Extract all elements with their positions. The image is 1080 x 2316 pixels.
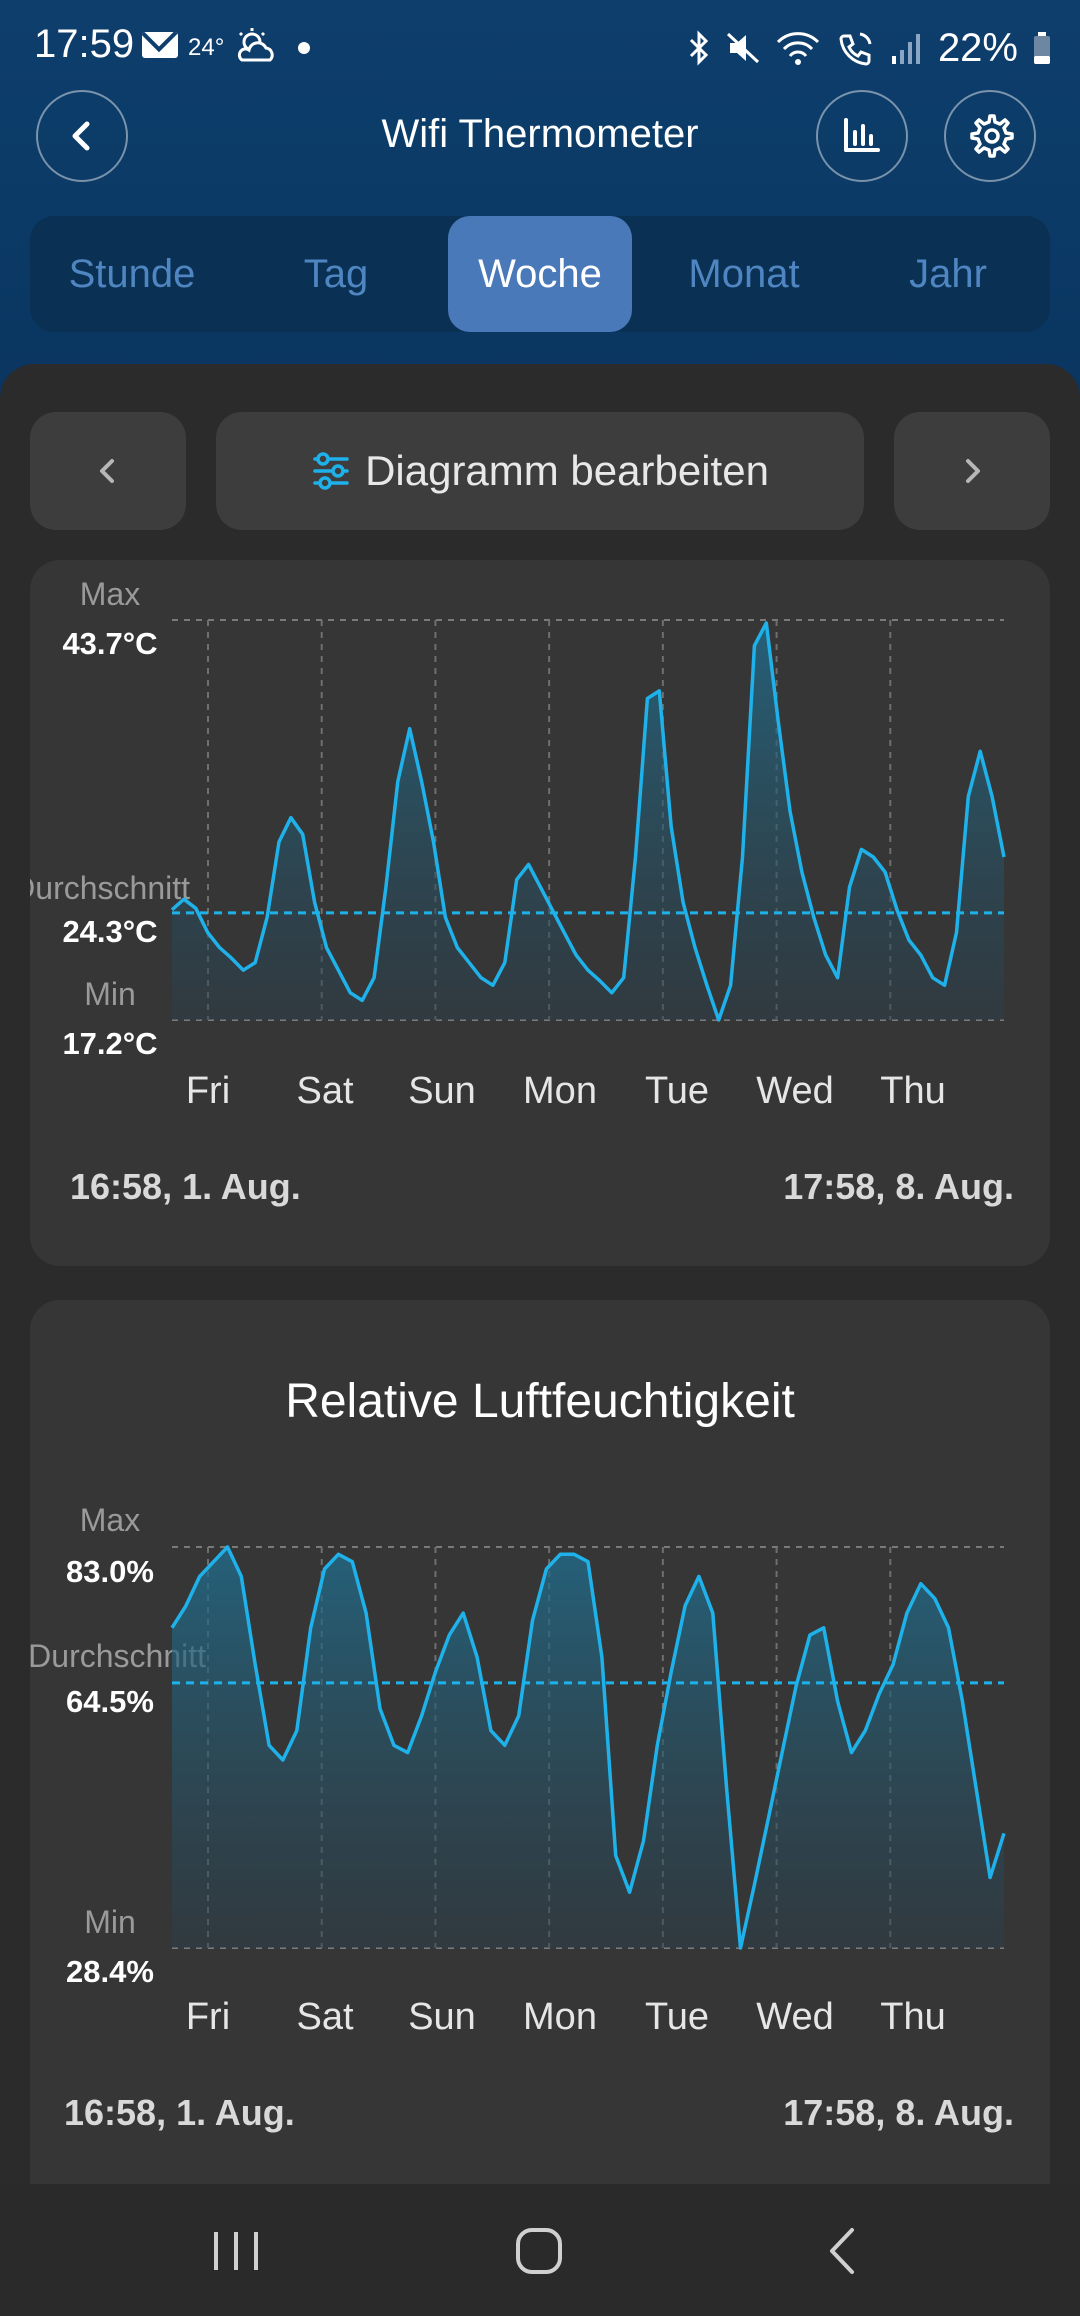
temp-max-label: Max (79, 576, 141, 612)
home-icon[interactable] (514, 2226, 564, 2276)
previous-week-button[interactable] (30, 412, 186, 530)
hum-x-tick-wed: Wed (756, 1996, 834, 2038)
system-navigation-bar (0, 2184, 1080, 2316)
signal-icon (891, 34, 920, 64)
hum-avg-label: Durchschnitt (30, 1638, 206, 1674)
wifi-call-icon (839, 32, 872, 66)
hum-x-tick-sun: Sun (408, 1996, 476, 2038)
header-background (0, 0, 1080, 400)
temp-x-tick-wed: Wed (756, 1070, 834, 1112)
tab-stunde[interactable]: Stunde (68, 251, 196, 296)
temp-x-tick-fri: Fri (185, 1070, 231, 1112)
gear-icon (970, 114, 1014, 158)
battery-icon (1034, 32, 1050, 64)
hum-x-tick-sat: Sat (296, 1996, 354, 2038)
temp-min-value: 17.2°C (62, 1026, 158, 1061)
chevron-left-icon (72, 121, 90, 151)
temp-min-label: Min (84, 976, 136, 1012)
tab-monat[interactable]: Monat (688, 251, 800, 296)
hum-x-tick-tue: Tue (644, 1996, 710, 2038)
system-back-icon[interactable] (822, 2226, 862, 2276)
temp-x-tick-thu: Thu (880, 1070, 946, 1112)
status-weather-temp: 24° (188, 34, 225, 61)
page-title: Wifi Thermometer (381, 112, 699, 156)
temp-max-value: 43.7°C (62, 626, 158, 661)
temp-range-start: 16:58, 1. Aug. (70, 1166, 301, 1207)
settings-button[interactable] (944, 90, 1036, 182)
hum-max-label: Max (79, 1502, 141, 1538)
tab-woche[interactable]: Woche (438, 216, 642, 332)
bluetooth-icon (689, 30, 709, 66)
temp-series-line (170, 621, 1006, 1022)
recent-apps-icon[interactable] (210, 2228, 262, 2274)
temp-avg-label: Durchschnitt (30, 870, 190, 906)
back-button[interactable] (36, 90, 128, 182)
wifi-icon (776, 32, 820, 65)
period-tabs: Stunde Tag Woche Monat Jahr (30, 216, 1050, 332)
sliders-icon (313, 452, 349, 490)
chevron-left-icon (100, 459, 114, 483)
chevron-right-icon (966, 459, 980, 483)
humidity-chart-title: Relative Luftfeuchtigkeit (285, 1375, 795, 1428)
temp-x-tick-mon: Mon (523, 1070, 597, 1112)
status-bar: 17:59 24° 22% (0, 0, 1080, 96)
mail-icon (142, 32, 178, 58)
statistics-button[interactable] (816, 90, 908, 182)
weather-icon (237, 28, 274, 62)
hum-range-start: 16:58, 1. Aug. (64, 2092, 295, 2133)
temp-avg-value: 24.3°C (62, 914, 158, 949)
battery-percent: 22% (937, 25, 1018, 70)
temp-area-fill (172, 623, 1004, 1020)
status-time: 17:59 (34, 22, 135, 66)
edit-diagram-button[interactable]: Diagramm bearbeiten (216, 412, 864, 530)
tab-tag[interactable]: Tag (303, 251, 369, 296)
temp-range-end: 17:58, 8. Aug. (783, 1166, 1014, 1207)
hum-x-tick-thu: Thu (880, 1996, 946, 2038)
temp-x-tick-sun: Sun (408, 1070, 476, 1112)
humidity-chart-card (30, 1300, 1050, 2220)
hum-avg-value: 64.5% (66, 1684, 154, 1719)
edit-diagram-label: Diagramm bearbeiten (365, 447, 769, 494)
next-week-button[interactable] (894, 412, 1050, 530)
hum-max-value: 83.0% (66, 1554, 154, 1589)
bar-chart-icon (844, 118, 880, 152)
hum-min-label: Min (84, 1904, 136, 1940)
mute-icon (726, 32, 759, 64)
tab-jahr[interactable]: Jahr (909, 251, 987, 296)
notification-dot (298, 42, 310, 54)
hum-min-value: 28.4% (66, 1954, 154, 1989)
hum-range-end: 17:58, 8. Aug. (783, 2092, 1014, 2133)
hum-x-tick-mon: Mon (523, 1996, 597, 2038)
temp-x-tick-tue: Tue (644, 1070, 710, 1112)
temp-x-tick-sat: Sat (296, 1070, 354, 1112)
hum-x-tick-fri: Fri (185, 1996, 231, 2038)
